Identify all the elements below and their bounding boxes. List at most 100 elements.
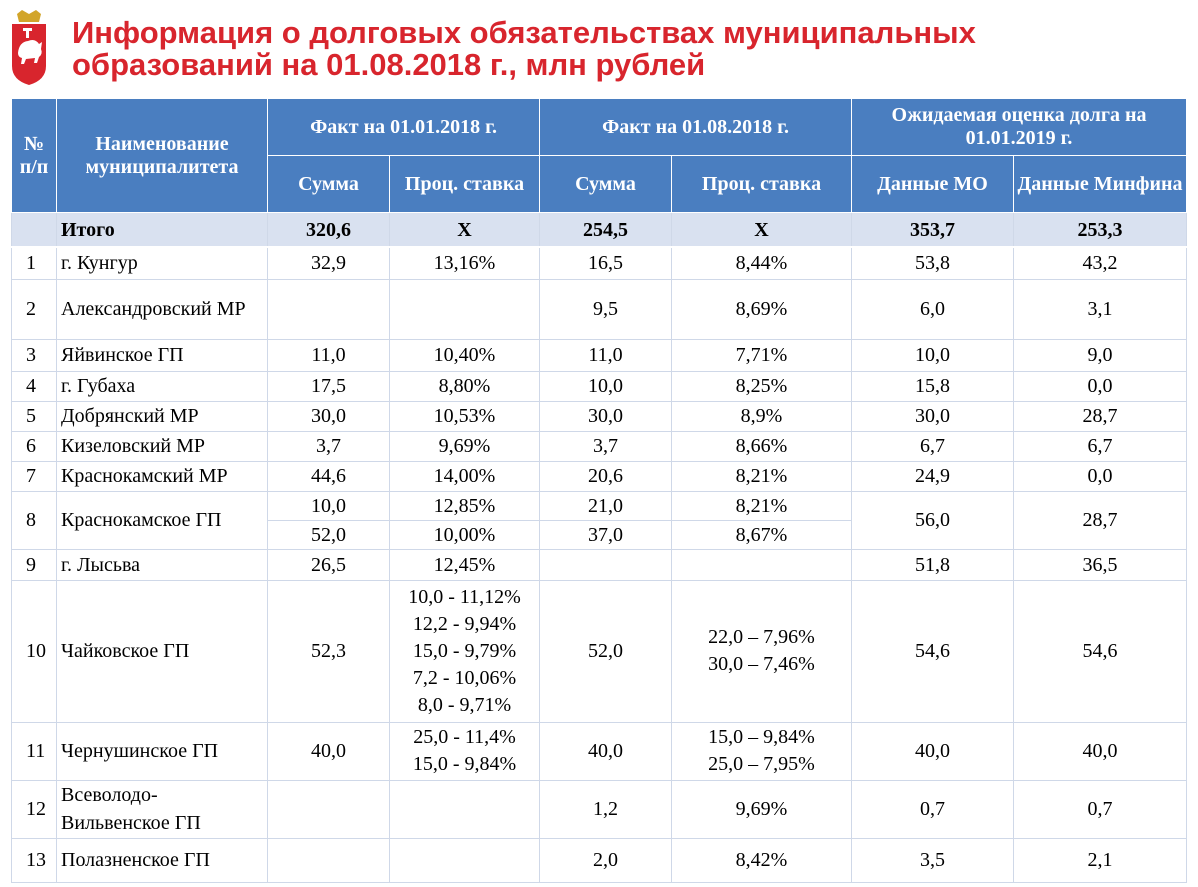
sum-1: 26,5 xyxy=(267,548,390,581)
total-rate-2: Х xyxy=(671,212,852,248)
total-label: Итого xyxy=(56,212,268,248)
rate-1: 13,16% xyxy=(389,246,540,280)
rate-2: 8,25% xyxy=(671,370,852,402)
rate-1 xyxy=(389,278,540,340)
rate-1-loan-a: 12,85% xyxy=(389,490,540,521)
minfin-data: 0,0 xyxy=(1013,460,1187,492)
row-number: 9 xyxy=(11,548,57,581)
sum-2: 9,5 xyxy=(539,278,672,340)
header-num: № п/п xyxy=(11,98,57,213)
table-row: 12 Всеволодо-Вильвенское ГП 1,2 9,69% 0,… xyxy=(11,779,1187,839)
mo-data: 24,9 xyxy=(851,460,1014,492)
row-number: 5 xyxy=(11,400,57,432)
table-row: 6 Кизеловский МР 3,7 9,69% 3,7 8,66% 6,7… xyxy=(11,430,1187,462)
rate-2-list: 22,0 – 7,96% 30,0 – 7,46% xyxy=(671,579,852,723)
header-sum-2: Сумма xyxy=(539,155,672,213)
rate-2-line: 25,0 – 7,95% xyxy=(708,753,815,775)
municipality-name: Яйвинское ГП xyxy=(56,338,268,372)
row-number: 13 xyxy=(11,837,57,883)
total-sum-1: 320,6 xyxy=(267,212,390,248)
sum-2: 16,5 xyxy=(539,246,672,280)
rate-1-line: 8,0 - 9,71% xyxy=(417,693,512,716)
table-row: 9 г. Лысьва 26,5 12,45% 51,8 36,5 xyxy=(11,548,1187,581)
rate-2-line: 30,0 – 7,46% xyxy=(708,653,815,675)
mo-data: 53,8 xyxy=(851,246,1014,280)
minfin-data: 0,7 xyxy=(1013,779,1187,839)
sum-2 xyxy=(539,548,672,581)
table-row: 3 Яйвинское ГП 11,0 10,40% 11,0 7,71% 10… xyxy=(11,338,1187,372)
rate-1-list: 10,0 - 11,12% 12,2 - 9,94% 15,0 - 9,79% … xyxy=(389,579,540,723)
municipality-name: г. Кунгур xyxy=(56,246,268,280)
rate-2: 7,71% xyxy=(671,338,852,372)
rate-1-line: 15,0 - 9,84% xyxy=(412,753,517,775)
minfin-data: 43,2 xyxy=(1013,246,1187,280)
rate-2: 8,9% xyxy=(671,400,852,432)
page-title: Информация о долговых обязательствах мун… xyxy=(72,17,1182,81)
perm-krai-coat-of-arms-icon xyxy=(12,10,46,85)
sum-1: 32,9 xyxy=(267,246,390,280)
rate-1: 10,40% xyxy=(389,338,540,372)
mo-data: 15,8 xyxy=(851,370,1014,402)
mo-data: 51,8 xyxy=(851,548,1014,581)
minfin-data: 0,0 xyxy=(1013,370,1187,402)
sum-1-loan-b: 52,0 xyxy=(267,519,390,550)
header-rate-1: Проц. ставка xyxy=(389,155,540,213)
mo-data: 54,6 xyxy=(851,579,1014,723)
rate-1 xyxy=(389,779,540,839)
table-row: 13 Полазненское ГП 2,0 8,42% 3,5 2,1 xyxy=(11,837,1187,883)
mo-data: 56,0 xyxy=(851,490,1014,550)
rate-2-loan-a: 8,21% xyxy=(671,490,852,521)
row-number: 7 xyxy=(11,460,57,492)
municipality-name: Полазненское ГП xyxy=(56,837,268,883)
municipality-name: Краснокамское ГП xyxy=(56,490,268,550)
header-fact-2018-08: Факт на 01.08.2018 г. xyxy=(539,98,852,156)
rate-1-list: 25,0 - 11,4% 15,0 - 9,84% xyxy=(389,721,540,781)
sum-2: 1,2 xyxy=(539,779,672,839)
rate-1-loan-b: 10,00% xyxy=(389,519,540,550)
sum-1: 52,3 xyxy=(267,579,390,723)
sum-1 xyxy=(267,837,390,883)
sum-1 xyxy=(267,278,390,340)
rate-2: 8,21% xyxy=(671,460,852,492)
rate-1-line: 12,2 - 9,94% xyxy=(412,612,517,635)
minfin-data: 3,1 xyxy=(1013,278,1187,340)
sum-1-loan-a: 10,0 xyxy=(267,490,390,521)
table-row: 8 Краснокамское ГП 10,0 12,85% 21,0 8,21… xyxy=(11,490,1187,550)
row-number: 11 xyxy=(11,721,57,781)
table-row: 7 Краснокамский МР 44,6 14,00% 20,6 8,21… xyxy=(11,460,1187,492)
municipality-name: Кизеловский МР xyxy=(56,430,268,462)
rate-1 xyxy=(389,837,540,883)
mo-data: 30,0 xyxy=(851,400,1014,432)
minfin-data: 28,7 xyxy=(1013,400,1187,432)
rate-1-line: 15,0 - 9,79% xyxy=(412,639,517,662)
mo-data: 40,0 xyxy=(851,721,1014,781)
sum-2-loan-a: 21,0 xyxy=(539,490,672,521)
rate-1: 12,45% xyxy=(389,548,540,581)
header-mo-data: Данные МО xyxy=(851,155,1014,213)
table-row: 11 Чернушинское ГП 40,0 25,0 - 11,4% 15,… xyxy=(11,721,1187,781)
sum-1: 44,6 xyxy=(267,460,390,492)
municipality-name: Александровский МР xyxy=(56,278,268,340)
total-num-cell xyxy=(11,212,57,248)
rate-2-line: 22,0 – 7,96% xyxy=(708,626,815,648)
municipality-name: Чернушинское ГП xyxy=(56,721,268,781)
header-sum-1: Сумма xyxy=(267,155,390,213)
municipality-name: Добрянский МР xyxy=(56,400,268,432)
sum-1: 17,5 xyxy=(267,370,390,402)
rate-2: 8,66% xyxy=(671,430,852,462)
header-expected-2019: Ожидаемая оценка долга на 01.01.2019 г. xyxy=(851,98,1187,156)
sum-2: 52,0 xyxy=(539,579,672,723)
row-number: 8 xyxy=(11,490,57,550)
table-row: 4 г. Губаха 17,5 8,80% 10,0 8,25% 15,8 0… xyxy=(11,370,1187,402)
table-header: № п/п Наименование муниципалитета Факт н… xyxy=(11,98,1187,213)
sum-2: 10,0 xyxy=(539,370,672,402)
sum-2-loan-b: 37,0 xyxy=(539,519,672,550)
rate-2-loan-b: 8,67% xyxy=(671,519,852,550)
mo-data: 3,5 xyxy=(851,837,1014,883)
rate-2: 8,44% xyxy=(671,246,852,280)
rate-2-line: 15,0 – 9,84% xyxy=(708,726,815,748)
header-fact-2018-01: Факт на 01.01.2018 г. xyxy=(267,98,540,156)
row-number: 4 xyxy=(11,370,57,402)
title-line-1: Информация о долговых обязательствах мун… xyxy=(72,15,976,50)
sum-1: 30,0 xyxy=(267,400,390,432)
